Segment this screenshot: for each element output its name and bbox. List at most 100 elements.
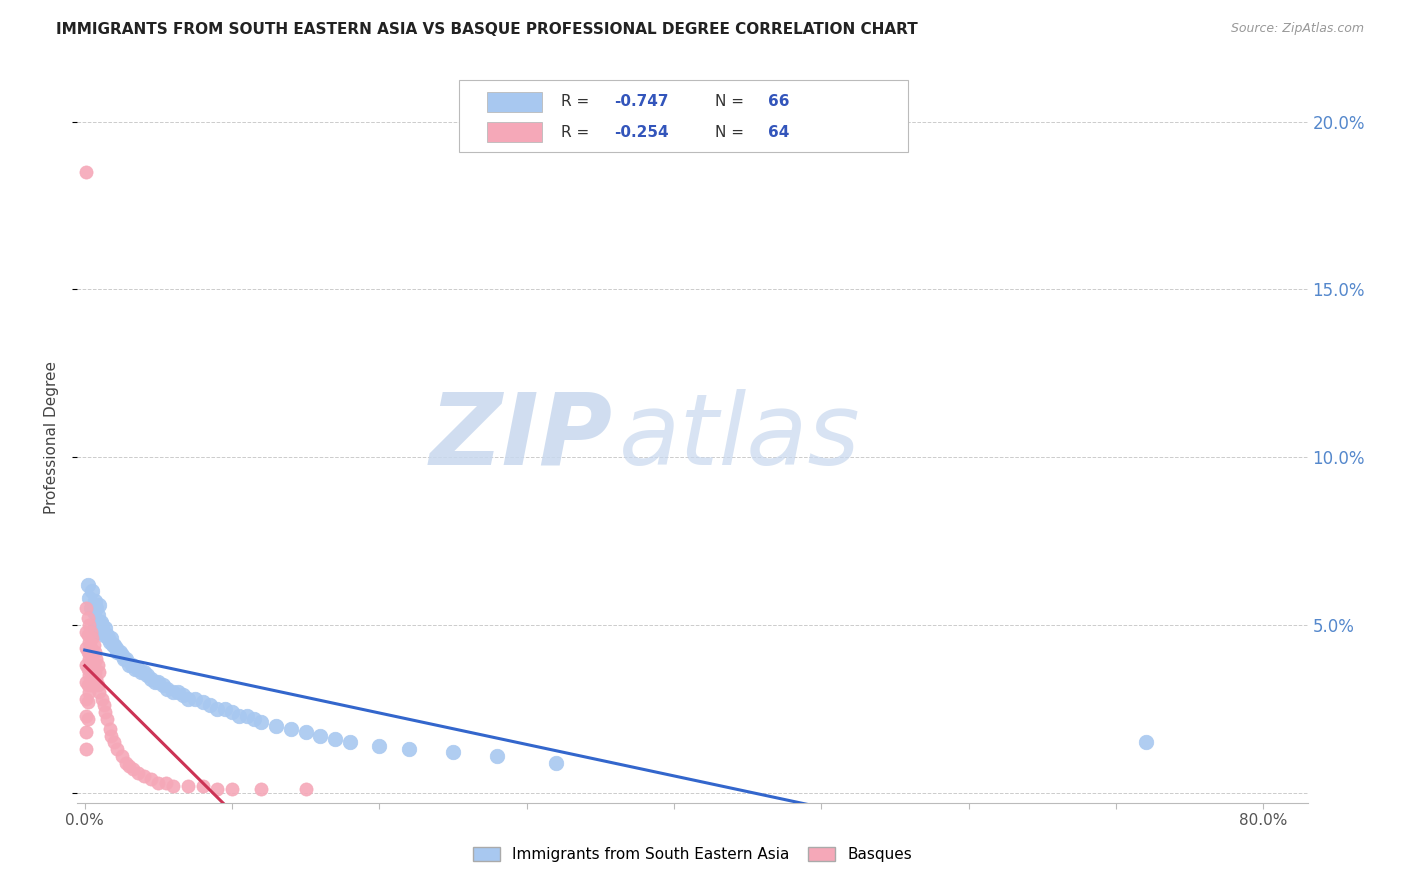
- Point: [139, 672, 162, 686]
- Point: [486, 748, 509, 763]
- Point: [139, 772, 162, 787]
- Point: [76, 695, 98, 709]
- Point: [86, 618, 108, 632]
- Point: [110, 748, 132, 763]
- Point: [441, 746, 464, 760]
- Point: [84, 645, 107, 659]
- Point: [96, 712, 118, 726]
- Point: [294, 725, 316, 739]
- Point: [207, 702, 229, 716]
- Point: [87, 658, 110, 673]
- Point: [323, 732, 346, 747]
- Point: [152, 678, 174, 692]
- Point: [191, 779, 214, 793]
- Point: [76, 678, 98, 692]
- Point: [84, 621, 107, 635]
- Point: [87, 678, 110, 692]
- Point: [221, 705, 243, 719]
- Point: [75, 641, 97, 656]
- Point: [103, 638, 125, 652]
- Point: [156, 681, 179, 696]
- Point: [129, 665, 152, 679]
- Point: [79, 641, 101, 656]
- Point: [75, 675, 97, 690]
- Point: [75, 624, 97, 639]
- Point: [76, 578, 98, 592]
- Point: [135, 668, 157, 682]
- Point: [77, 651, 100, 665]
- Point: [145, 675, 167, 690]
- Point: [236, 708, 259, 723]
- Text: ZIP: ZIP: [429, 389, 613, 485]
- Point: [155, 775, 177, 789]
- Text: atlas: atlas: [619, 389, 860, 485]
- Point: [177, 691, 200, 706]
- Point: [228, 708, 250, 723]
- Point: [127, 662, 149, 676]
- Point: [79, 662, 101, 676]
- Point: [80, 584, 103, 599]
- Text: 64: 64: [768, 125, 789, 139]
- Point: [368, 739, 391, 753]
- Point: [93, 628, 115, 642]
- Point: [75, 708, 97, 723]
- Point: [75, 165, 97, 179]
- Point: [221, 782, 243, 797]
- Point: [97, 632, 120, 646]
- Point: [118, 658, 141, 673]
- Point: [83, 605, 105, 619]
- Point: [77, 591, 100, 606]
- Point: [100, 729, 122, 743]
- Point: [127, 765, 149, 780]
- Point: [89, 685, 111, 699]
- FancyBboxPatch shape: [458, 80, 908, 152]
- Point: [83, 678, 105, 692]
- Point: [294, 782, 316, 797]
- Text: -0.254: -0.254: [614, 125, 668, 139]
- Point: [76, 628, 98, 642]
- Point: [339, 735, 361, 749]
- Point: [79, 601, 101, 615]
- Point: [148, 675, 170, 690]
- Point: [166, 685, 188, 699]
- Point: [75, 725, 97, 739]
- Point: [280, 722, 302, 736]
- Text: 66: 66: [768, 95, 789, 110]
- Point: [86, 601, 108, 615]
- Point: [83, 638, 105, 652]
- Point: [75, 742, 97, 756]
- Point: [80, 668, 103, 682]
- Point: [1135, 735, 1157, 749]
- Point: [90, 615, 112, 629]
- Point: [76, 662, 98, 676]
- Point: [76, 645, 98, 659]
- Point: [101, 638, 124, 652]
- Point: [77, 685, 100, 699]
- Point: [162, 779, 184, 793]
- Point: [104, 641, 127, 656]
- Point: [100, 632, 122, 646]
- Point: [105, 742, 128, 756]
- Point: [89, 665, 111, 679]
- Point: [250, 782, 273, 797]
- Point: [75, 601, 97, 615]
- Point: [124, 662, 146, 676]
- Point: [115, 756, 138, 770]
- Point: [118, 759, 141, 773]
- Text: Source: ZipAtlas.com: Source: ZipAtlas.com: [1230, 22, 1364, 36]
- Point: [86, 672, 108, 686]
- Point: [184, 691, 207, 706]
- Text: -0.747: -0.747: [614, 95, 668, 110]
- Point: [214, 702, 236, 716]
- Point: [122, 762, 145, 776]
- Point: [108, 645, 131, 659]
- Point: [94, 621, 117, 635]
- Y-axis label: Professional Degree: Professional Degree: [44, 360, 59, 514]
- Point: [76, 712, 98, 726]
- Point: [77, 668, 100, 682]
- Point: [250, 715, 273, 730]
- Point: [94, 705, 117, 719]
- Point: [191, 695, 214, 709]
- Point: [132, 665, 155, 679]
- Point: [114, 651, 136, 665]
